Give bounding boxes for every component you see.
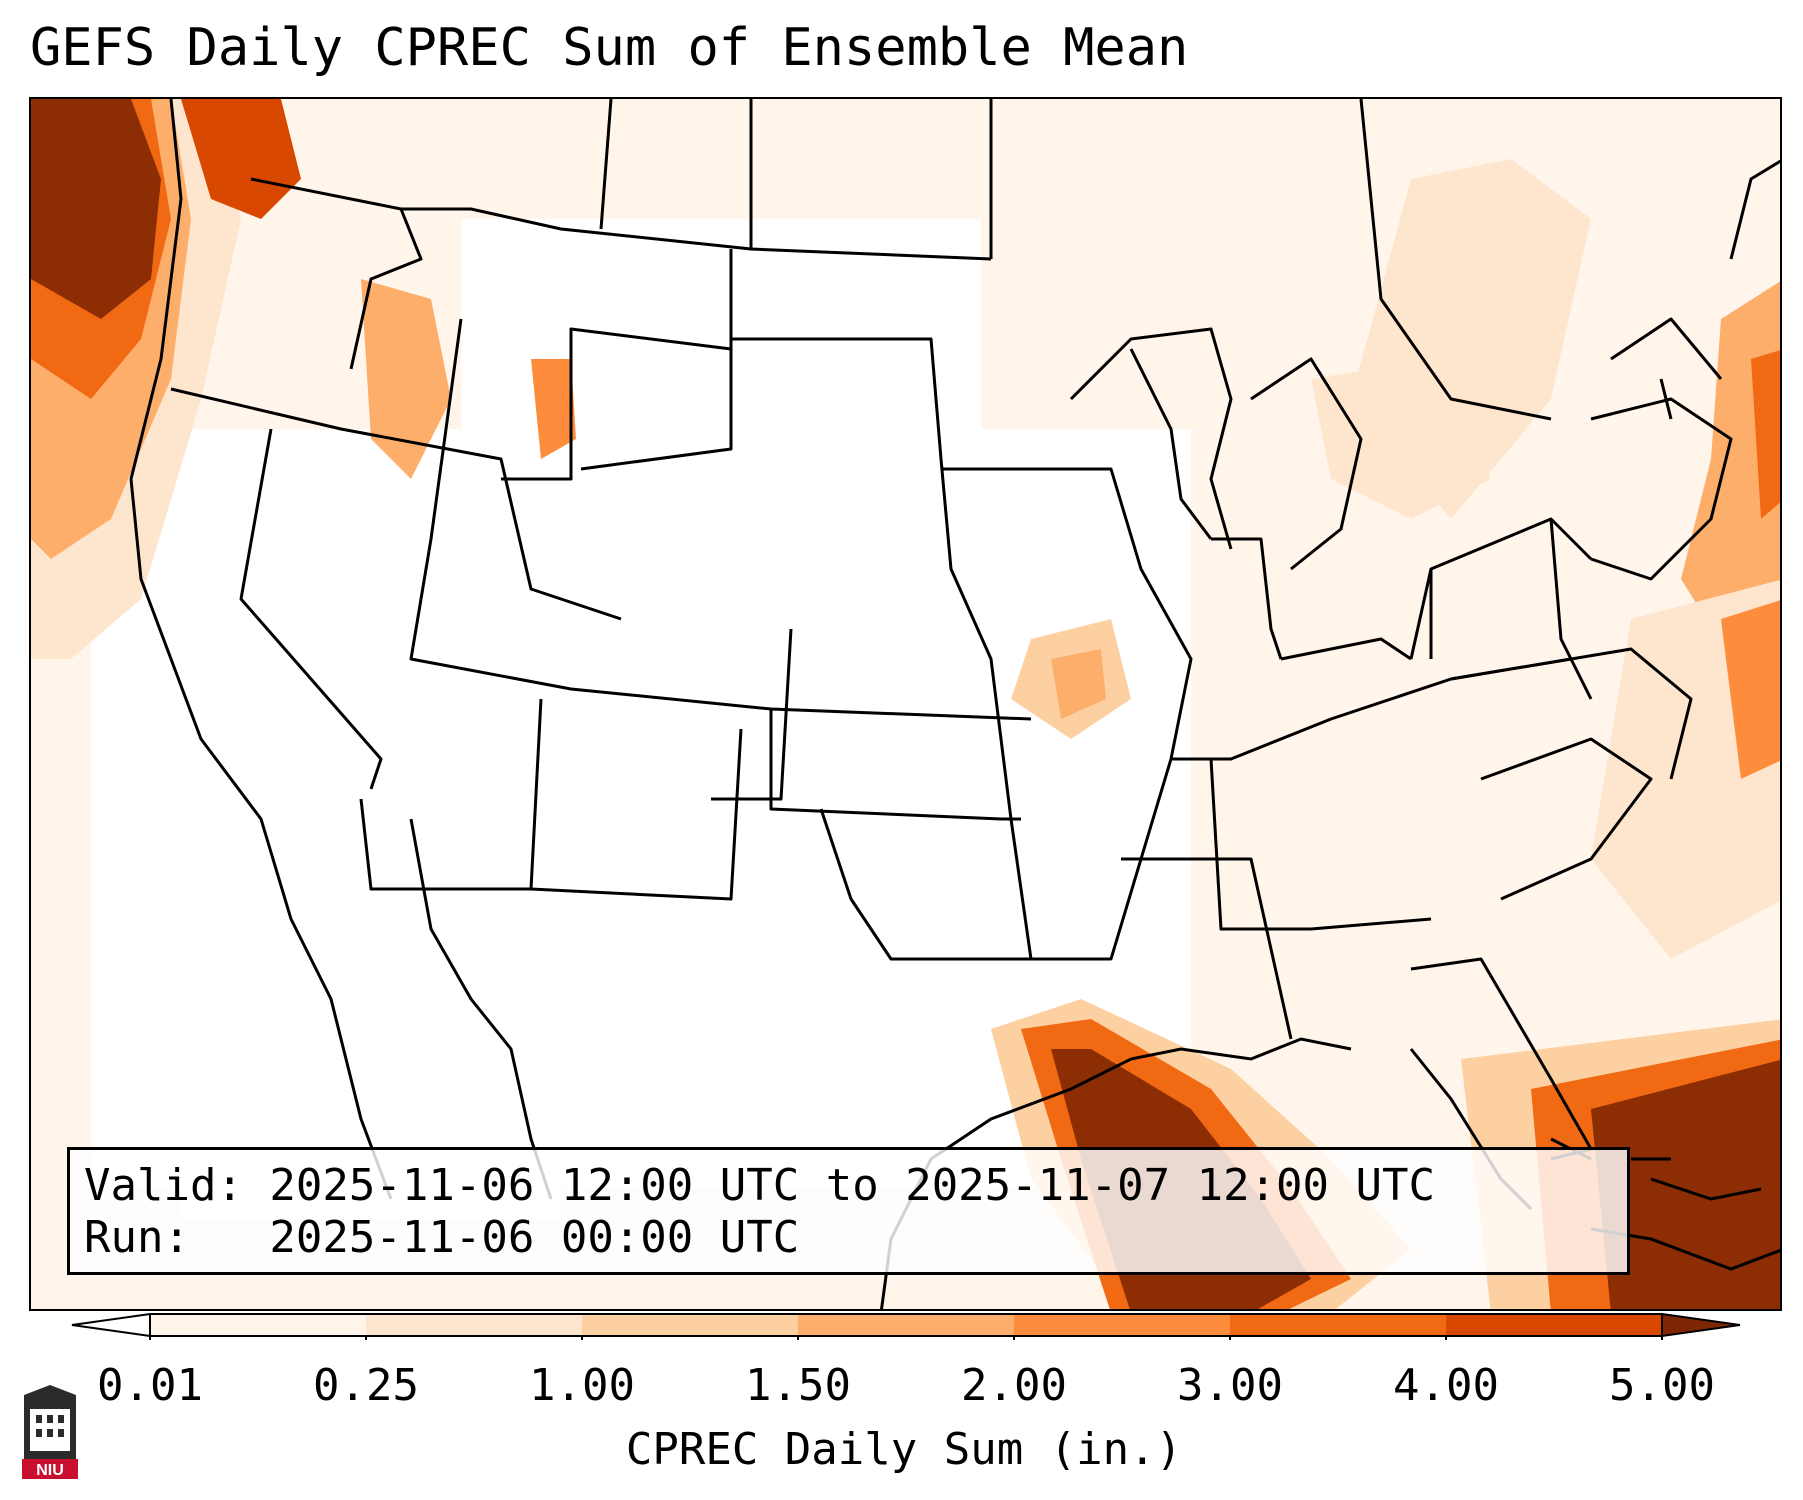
map-canvas <box>31 99 1780 1309</box>
colorbar-segment <box>366 1314 582 1336</box>
colorbar-segment <box>1446 1314 1662 1336</box>
precip-shading <box>31 99 1780 1309</box>
colorbar-tick-label: 5.00 <box>1609 1360 1715 1411</box>
colorbar <box>71 1312 1741 1340</box>
valid-time-text: Valid: 2025-11-06 12:00 UTC to 2025-11-0… <box>84 1160 1436 1211</box>
state-borders <box>129 99 1780 1200</box>
colorbar-tick-label: 4.00 <box>1393 1360 1499 1411</box>
colorbar-segments <box>71 1312 1741 1340</box>
colorbar-segment <box>798 1314 1014 1336</box>
valid-time-box: Valid: 2025-11-06 12:00 UTC to 2025-11-0… <box>67 1147 1630 1275</box>
colorbar-frame <box>149 1313 1663 1337</box>
map-title: GEFS Daily CPREC Sum of Ensemble Mean <box>30 18 1189 78</box>
run-time-text: Run: 2025-11-06 00:00 UTC <box>84 1212 800 1263</box>
colorbar-tick-label: 0.01 <box>97 1360 203 1411</box>
colorbar-segment <box>1014 1314 1230 1336</box>
colorbar-segment <box>582 1314 798 1336</box>
colorbar-segment <box>1230 1314 1446 1336</box>
precip-map <box>29 97 1782 1311</box>
colorbar-segment <box>150 1314 366 1336</box>
colorbar-tick-label: 3.00 <box>1177 1360 1283 1411</box>
colorbar-tick-label: 1.00 <box>529 1360 635 1411</box>
colorbar-under-extension <box>71 1312 151 1338</box>
niu-logo-icon: NIU <box>22 1385 78 1479</box>
colorbar-over-extension <box>1661 1312 1741 1338</box>
colorbar-tick-label: 2.00 <box>961 1360 1067 1411</box>
colorbar-label: CPREC Daily Sum (in.) <box>625 1424 1183 1475</box>
colorbar-tick-label: 0.25 <box>313 1360 419 1411</box>
colorbar-tick-label: 1.50 <box>745 1360 851 1411</box>
logo-text: NIU <box>36 1462 64 1479</box>
